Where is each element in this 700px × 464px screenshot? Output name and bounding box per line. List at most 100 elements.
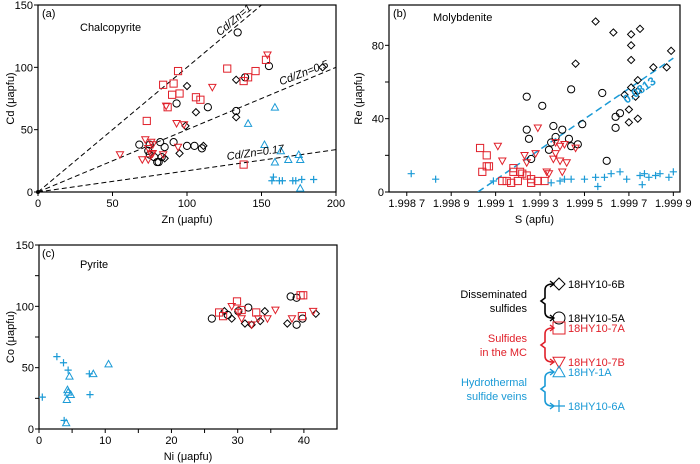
series-18hy10-6a <box>407 168 677 191</box>
data-point-circle <box>578 120 587 129</box>
y-axis-title: Re (μapfu) <box>353 72 365 124</box>
ratio-line <box>38 5 262 192</box>
y-tick-label: 0 <box>28 424 34 436</box>
data-point-square <box>252 308 261 317</box>
data-point-triangle-down <box>308 307 318 316</box>
data-point-square <box>484 162 494 171</box>
panel-tag: (b) <box>393 8 406 20</box>
data-point-circle <box>564 134 574 143</box>
y-tick-label: 150 <box>16 240 34 252</box>
data-point-triangle-up <box>66 390 76 399</box>
data-point-circle <box>538 101 547 110</box>
data-point-plus <box>600 173 609 181</box>
data-point-circle <box>244 303 253 312</box>
data-point-plus <box>645 173 653 181</box>
panel-title: Pyrite <box>80 259 108 271</box>
data-point-diamond <box>624 118 634 127</box>
legend-sample-label: 18HY10-7A <box>568 323 626 335</box>
ratio-line <box>38 149 336 192</box>
data-point-plus <box>432 175 440 183</box>
data-point-triangle-up <box>295 154 305 163</box>
data-point-triangle-up <box>104 359 113 368</box>
x-tick-label: 30 <box>232 435 244 447</box>
arrow-icon <box>549 314 556 322</box>
data-point-triangle-down <box>548 155 558 164</box>
data-point-plus <box>60 416 68 425</box>
legend-group-veins: Hydrothermal sulfide veins 18HY-1A 18HY10-6… <box>461 364 626 413</box>
panel-c-pyrite: 0 10 20 30 40 0 50 100 150 Ni (μapfu) Co (μapfu) (c… <box>5 240 338 463</box>
data-point-plus <box>651 171 660 180</box>
data-point-plus <box>268 177 276 185</box>
data-point-plus <box>278 177 286 185</box>
x-tick-label: 1.999 3 <box>522 198 559 210</box>
arrow-icon <box>549 324 556 332</box>
data-point-triangle-down <box>542 168 552 177</box>
data-point-circle <box>522 125 531 134</box>
legend-sample-label: 18HY10-7B <box>568 357 625 369</box>
legend-group-label: Sulfides <box>488 333 528 345</box>
series-18hy10-6a <box>39 353 94 425</box>
series-18hy-1a <box>243 102 305 192</box>
data-point-plus <box>594 182 602 191</box>
data-point-square <box>251 66 260 76</box>
y-tick-label: 0 <box>27 187 33 199</box>
data-point-triangle-down <box>571 144 581 153</box>
data-point-diamond <box>181 121 190 131</box>
bracket-icon <box>539 283 554 319</box>
data-point-square <box>169 79 178 88</box>
data-point-square <box>507 178 516 187</box>
data-point-triangle-down <box>263 51 272 60</box>
data-point-plus <box>64 366 72 374</box>
arrow-icon <box>549 368 556 376</box>
data-point-circle <box>172 99 181 108</box>
data-point-triangle-up <box>65 371 74 380</box>
data-point-plus <box>298 175 306 184</box>
data-point-plus <box>39 393 46 401</box>
x-tick-label: 0 <box>36 435 42 447</box>
data-point-plus <box>547 179 555 187</box>
bracket-icon <box>539 371 554 407</box>
data-point-square <box>475 143 485 153</box>
data-point-plus <box>591 173 600 181</box>
data-point-diamond <box>649 63 658 72</box>
legend-group-disseminated: Disseminated sulfides 18HY10-6B 18HY10-5A <box>460 277 626 325</box>
data-point-circle <box>544 145 554 154</box>
data-point-square <box>223 64 232 73</box>
data-point-circle <box>264 61 274 71</box>
panel-tag: (a) <box>42 8 55 20</box>
x-tick-label: 0 <box>35 198 41 210</box>
data-point-diamond <box>311 309 321 319</box>
data-point-square <box>540 176 549 186</box>
data-point-plus <box>560 175 569 183</box>
data-point-circle <box>169 138 178 147</box>
data-point-diamond <box>635 24 645 34</box>
data-point-triangle-down <box>140 136 150 145</box>
data-point-square <box>527 175 536 184</box>
y-tick-label: 50 <box>22 363 34 375</box>
y-tick-label: 100 <box>15 62 33 74</box>
data-point-triangle-up <box>294 149 304 158</box>
data-point-square <box>509 167 518 176</box>
data-point-square <box>502 176 511 186</box>
data-point-diamond <box>626 30 636 39</box>
data-point-plus <box>623 175 631 183</box>
data-point-plus <box>489 177 498 185</box>
data-point-diamond <box>240 319 250 328</box>
data-point-triangle-down <box>137 156 147 165</box>
data-point-triangle-down <box>233 309 243 318</box>
data-point-plus <box>640 170 649 178</box>
y-tick-label: 150 <box>15 0 33 12</box>
data-point-triangle-down <box>270 306 280 315</box>
data-point-circle <box>547 138 556 147</box>
y-axis-title: Cd (μapfu) <box>5 72 17 124</box>
x-tick-label: 50 <box>106 198 118 210</box>
data-point-triangle-down <box>533 124 543 133</box>
data-point-triangle-down <box>520 151 529 160</box>
panel-a-chalcopyrite: 0 50 100 150 200 0 50 100 150 Zn (μapfu) Cd (μapfu… <box>5 0 345 226</box>
data-point-square <box>299 291 308 300</box>
data-point-square <box>232 297 242 306</box>
data-point-diamond <box>609 28 618 37</box>
data-point-triangle-down <box>560 140 569 149</box>
series-18hy10-6b <box>220 306 321 330</box>
legend-marker-circle-icon <box>552 311 566 325</box>
